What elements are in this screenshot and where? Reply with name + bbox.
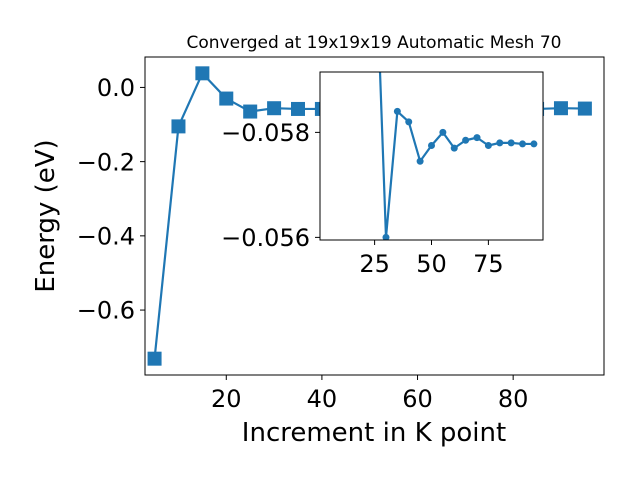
inset-data-point [496, 139, 504, 147]
inset-data-point [450, 144, 458, 152]
main-data-point [219, 91, 234, 106]
main-frame [144, 56, 605, 376]
main-data-point [147, 351, 162, 366]
main-data-point [291, 101, 305, 116]
inset-data-point [439, 128, 447, 136]
main-data-point [195, 66, 210, 81]
inset-y-tick-label: −0.058 [221, 119, 310, 147]
inset-x-tick-label: 75 [473, 250, 504, 278]
inset-data-point [519, 140, 527, 148]
inset-y-tick-label: −0.056 [221, 224, 310, 252]
main-x-tick-label: 60 [402, 385, 433, 413]
main-y-tick-label: −0.4 [77, 222, 135, 250]
inset-frame [319, 71, 544, 241]
inset-data-point [507, 139, 515, 147]
inset-x-tick-label: 25 [359, 250, 390, 278]
inset-data-point [393, 107, 401, 115]
inset-background [320, 72, 543, 240]
main-data-point [243, 104, 258, 119]
main-y-tick-label: −0.2 [77, 148, 135, 176]
main-x-tick-label: 80 [498, 385, 529, 413]
inset-data-point [382, 233, 390, 240]
inset-data-point [428, 142, 435, 149]
inset-data-point [462, 136, 470, 144]
x-axis-label: Increment in K point [242, 418, 506, 448]
main-data-point [267, 101, 282, 116]
inset-data-layer [378, 72, 538, 240]
main-y-tick-label: −0.6 [77, 297, 135, 325]
y-axis-label: Energy (eV) [31, 139, 61, 292]
inset-data-point [416, 157, 424, 165]
inset-data-point [530, 140, 538, 148]
main-data-point [577, 101, 592, 116]
inset-data-point [405, 118, 413, 126]
main-data-point [553, 101, 568, 116]
chart-title: Converged at 19x19x19 Automatic Mesh 70 [187, 33, 562, 53]
inset-data-point [484, 142, 492, 149]
inset-plot-area: 25 50 75 −0.058 −0.056 [221, 71, 544, 278]
main-x-tick-label: 40 [307, 385, 338, 413]
main-data-point [171, 119, 186, 134]
inset-x-tick-label: 50 [416, 250, 447, 278]
main-x-tick-label: 20 [211, 385, 242, 413]
inset-data-point [473, 134, 481, 142]
main-y-tick-label: 0.0 [97, 74, 135, 102]
